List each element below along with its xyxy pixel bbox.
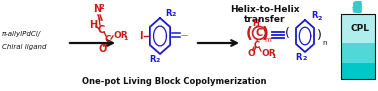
Text: I: I xyxy=(139,31,143,41)
Text: (: ( xyxy=(285,27,290,40)
Bar xyxy=(341,14,375,53)
Text: —: — xyxy=(181,32,188,38)
Text: C: C xyxy=(105,35,111,44)
Bar xyxy=(341,53,375,79)
Text: H: H xyxy=(89,20,97,30)
Text: 2: 2 xyxy=(303,57,307,62)
Bar xyxy=(341,43,375,63)
Text: C: C xyxy=(256,28,263,38)
Text: R: R xyxy=(296,53,302,62)
Text: N: N xyxy=(93,4,101,14)
Text: Chiral ligand: Chiral ligand xyxy=(2,44,46,50)
Text: R: R xyxy=(311,11,317,20)
Text: OR: OR xyxy=(113,30,128,39)
Text: 2: 2 xyxy=(172,12,176,17)
Text: 2: 2 xyxy=(156,59,160,64)
Text: 2: 2 xyxy=(99,4,104,10)
Text: transfer: transfer xyxy=(244,14,286,23)
Bar xyxy=(341,14,375,79)
Text: n: n xyxy=(322,40,327,46)
Text: O: O xyxy=(247,49,255,58)
Text: CPL: CPL xyxy=(350,24,369,33)
Text: C: C xyxy=(98,25,105,35)
Text: 1: 1 xyxy=(271,54,276,59)
Text: Helix-to-Helix: Helix-to-Helix xyxy=(230,5,300,14)
Text: One-pot Living Block Copolymerization: One-pot Living Block Copolymerization xyxy=(82,77,266,86)
Text: 1: 1 xyxy=(123,35,127,40)
Text: m: m xyxy=(265,37,271,43)
Text: R: R xyxy=(165,8,171,17)
Text: 2: 2 xyxy=(318,15,322,20)
Text: ): ) xyxy=(262,26,268,41)
Text: O: O xyxy=(99,44,107,54)
Text: π-allylPdCl/: π-allylPdCl/ xyxy=(2,31,41,37)
Text: OR: OR xyxy=(261,49,276,58)
Text: H: H xyxy=(253,18,259,27)
Text: (: ( xyxy=(246,26,253,41)
Text: C: C xyxy=(254,40,260,50)
Text: R: R xyxy=(149,55,155,64)
Text: ): ) xyxy=(317,29,322,42)
